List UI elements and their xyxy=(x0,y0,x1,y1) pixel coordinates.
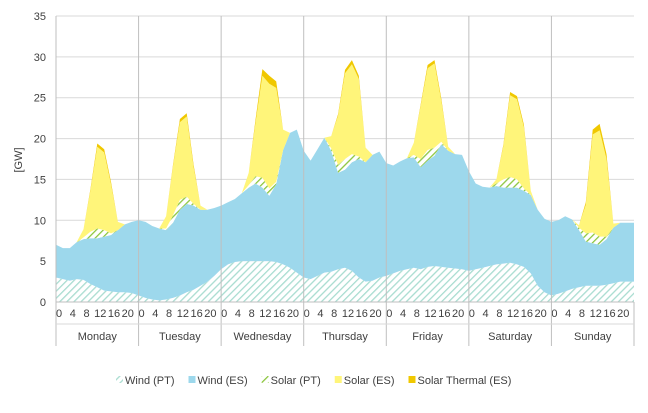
y-tick-label: 0 xyxy=(40,297,46,309)
x-hour-tick-label: 8 xyxy=(249,308,255,320)
legend-swatch-solar-thermal-es xyxy=(408,376,416,383)
x-hour-tick-label: 12 xyxy=(342,308,354,320)
x-hour-tick-label: 0 xyxy=(304,308,310,320)
x-hour-tick-label: 12 xyxy=(507,308,519,320)
x-hour-tick-label: 20 xyxy=(617,308,629,320)
x-hour-tick-label: 16 xyxy=(438,308,450,320)
x-hour-tick-label: 12 xyxy=(590,308,602,320)
y-tick-label: 25 xyxy=(34,93,46,105)
x-hour-tick-label: 12 xyxy=(259,308,271,320)
series-area-solar-es xyxy=(56,63,634,249)
x-hour-tick-label: 16 xyxy=(356,308,368,320)
x-hour-tick-label: 20 xyxy=(369,308,381,320)
day-label-thursday: Thursday xyxy=(322,331,368,343)
x-hour-tick-label: 16 xyxy=(108,308,120,320)
x-hour-tick-label: 0 xyxy=(551,308,557,320)
x-hour-tick-label: 4 xyxy=(400,308,406,320)
legend-label-solar-thermal-es: Solar Thermal (ES) xyxy=(418,375,512,387)
x-hour-tick-label: 4 xyxy=(152,308,158,320)
x-hour-tick-label: 0 xyxy=(221,308,227,320)
x-hour-tick-label: 4 xyxy=(235,308,241,320)
y-tick-label: 30 xyxy=(34,52,46,64)
legend-swatch-solar-pt xyxy=(261,376,269,383)
legend-swatch-wind-es xyxy=(188,376,196,383)
day-label-monday: Monday xyxy=(78,331,118,343)
legend-label-wind-pt: Wind (PT) xyxy=(125,375,175,387)
y-tick-label: 5 xyxy=(40,256,46,268)
legend-swatch-wind-pt xyxy=(116,376,123,383)
y-tick-label: 10 xyxy=(34,215,46,227)
series-area-wind-es xyxy=(56,129,634,301)
x-hour-tick-label: 20 xyxy=(204,308,216,320)
x-hour-tick-label: 8 xyxy=(166,308,172,320)
x-hour-tick-label: 8 xyxy=(579,308,585,320)
x-hour-tick-label: 4 xyxy=(70,308,76,320)
x-hour-tick-label: 12 xyxy=(94,308,106,320)
day-label-sunday: Sunday xyxy=(574,331,612,343)
x-hour-tick-label: 0 xyxy=(56,308,62,320)
y-tick-label: 15 xyxy=(34,174,46,186)
x-hour-tick-label: 16 xyxy=(273,308,285,320)
legend: Wind (PT) Wind (ES) Solar (PT) Solar (ES) So… xyxy=(116,375,511,387)
x-hour-tick-label: 20 xyxy=(287,308,299,320)
x-hour-tick-label: 8 xyxy=(83,308,89,320)
x-hour-tick-label: 0 xyxy=(469,308,475,320)
x-hour-tick-label: 4 xyxy=(565,308,571,320)
x-hour-tick-label: 16 xyxy=(521,308,533,320)
x-hour-tick-label: 16 xyxy=(603,308,615,320)
x-hour-tick-label: 20 xyxy=(535,308,547,320)
series-area-wind-pt xyxy=(56,261,634,302)
legend-label-solar-es: Solar (ES) xyxy=(344,375,395,387)
x-hour-tick-label: 12 xyxy=(177,308,189,320)
day-label-tuesday: Tuesday xyxy=(159,331,201,343)
x-hour-tick-label: 20 xyxy=(122,308,134,320)
day-label-saturday: Saturday xyxy=(488,331,533,343)
day-label-wednesday: Wednesday xyxy=(233,331,291,343)
x-hour-tick-label: 20 xyxy=(452,308,464,320)
legend-label-wind-es: Wind (ES) xyxy=(198,375,248,387)
legend-swatch-solar-es xyxy=(334,376,342,383)
y-tick-label: 20 xyxy=(34,134,46,146)
x-hour-tick-label: 8 xyxy=(496,308,502,320)
y-axis-label: [GW] xyxy=(13,147,25,172)
x-hour-tick-label: 8 xyxy=(414,308,420,320)
x-hour-tick-label: 0 xyxy=(386,308,392,320)
series-areas xyxy=(56,60,634,302)
x-hour-tick-label: 4 xyxy=(317,308,323,320)
legend-label-solar-pt: Solar (PT) xyxy=(271,375,321,387)
x-hour-tick-label: 4 xyxy=(483,308,489,320)
x-hour-tick-label: 12 xyxy=(424,308,436,320)
x-hour-tick-label: 8 xyxy=(331,308,337,320)
x-hour-tick-label: 0 xyxy=(139,308,145,320)
x-hour-tick-label: 16 xyxy=(190,308,202,320)
day-label-friday: Friday xyxy=(412,331,443,343)
y-tick-label: 35 xyxy=(34,11,46,23)
